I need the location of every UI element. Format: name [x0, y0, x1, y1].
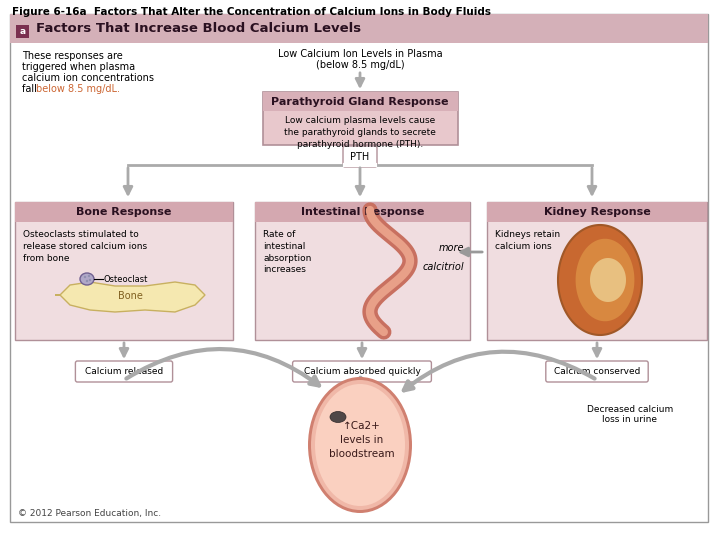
FancyBboxPatch shape	[16, 25, 29, 38]
FancyBboxPatch shape	[487, 202, 707, 340]
FancyBboxPatch shape	[255, 202, 470, 340]
Text: Kidneys retain
calcium ions: Kidneys retain calcium ions	[495, 230, 560, 251]
Text: Decreased calcium
loss in urine: Decreased calcium loss in urine	[587, 405, 673, 424]
Text: These responses are: These responses are	[22, 51, 122, 61]
Text: calcitriol: calcitriol	[423, 262, 464, 272]
Text: Calcium absorbed quickly: Calcium absorbed quickly	[304, 367, 420, 375]
Text: Rate of
intestinal
absorption
increases: Rate of intestinal absorption increases	[263, 230, 311, 274]
Text: Bone Response: Bone Response	[76, 207, 171, 217]
Ellipse shape	[311, 380, 409, 510]
FancyBboxPatch shape	[263, 92, 458, 111]
Polygon shape	[55, 282, 205, 312]
FancyBboxPatch shape	[15, 202, 233, 222]
FancyBboxPatch shape	[255, 202, 470, 222]
Text: Kidney Response: Kidney Response	[544, 207, 650, 217]
Polygon shape	[590, 258, 626, 302]
FancyBboxPatch shape	[343, 146, 377, 167]
FancyBboxPatch shape	[546, 361, 648, 382]
Circle shape	[88, 275, 90, 277]
Ellipse shape	[80, 273, 94, 285]
Text: Osteoclasts stimulated to
release stored calcium ions
from bone: Osteoclasts stimulated to release stored…	[23, 230, 147, 262]
FancyBboxPatch shape	[292, 361, 431, 382]
Text: Factors That Increase Blood Calcium Levels: Factors That Increase Blood Calcium Leve…	[36, 22, 361, 35]
Text: ↑Ca2+
levels in
bloodstream: ↑Ca2+ levels in bloodstream	[329, 421, 395, 459]
Ellipse shape	[315, 384, 405, 506]
FancyBboxPatch shape	[10, 14, 708, 522]
Circle shape	[86, 280, 89, 282]
FancyBboxPatch shape	[10, 14, 708, 43]
Text: (below 8.5 mg/dL): (below 8.5 mg/dL)	[315, 60, 405, 70]
Circle shape	[89, 279, 91, 281]
Text: Parathyroid Gland Response: Parathyroid Gland Response	[271, 97, 449, 107]
FancyBboxPatch shape	[76, 361, 173, 382]
Text: calcium ion concentrations: calcium ion concentrations	[22, 73, 154, 83]
Text: Calcium conserved: Calcium conserved	[554, 367, 640, 375]
Text: © 2012 Pearson Education, Inc.: © 2012 Pearson Education, Inc.	[18, 509, 161, 518]
FancyBboxPatch shape	[487, 202, 707, 222]
Text: Low calcium plasma levels cause
the parathyroid glands to secrete
parathyroid ho: Low calcium plasma levels cause the para…	[284, 116, 436, 148]
Text: Low Calcium Ion Levels in Plasma: Low Calcium Ion Levels in Plasma	[278, 49, 442, 59]
Polygon shape	[558, 225, 642, 335]
Ellipse shape	[330, 411, 346, 422]
FancyBboxPatch shape	[263, 92, 458, 145]
Text: Intestinal Response: Intestinal Response	[301, 207, 424, 217]
Text: triggered when plasma: triggered when plasma	[22, 62, 135, 72]
Text: Calcium released: Calcium released	[85, 367, 163, 375]
Ellipse shape	[308, 377, 412, 513]
Text: Bone: Bone	[117, 291, 143, 301]
Circle shape	[84, 276, 86, 278]
Text: more: more	[438, 243, 464, 253]
Text: PTH: PTH	[351, 152, 369, 161]
FancyBboxPatch shape	[15, 202, 233, 340]
Text: a: a	[19, 27, 26, 36]
Text: fall: fall	[22, 84, 40, 94]
Polygon shape	[575, 239, 634, 321]
Text: below 8.5 mg/dL.: below 8.5 mg/dL.	[36, 84, 120, 94]
Text: Figure 6-16a  Factors That Alter the Concentration of Calcium Ions in Body Fluid: Figure 6-16a Factors That Alter the Conc…	[12, 7, 491, 17]
Text: Osteoclast: Osteoclast	[104, 274, 148, 284]
